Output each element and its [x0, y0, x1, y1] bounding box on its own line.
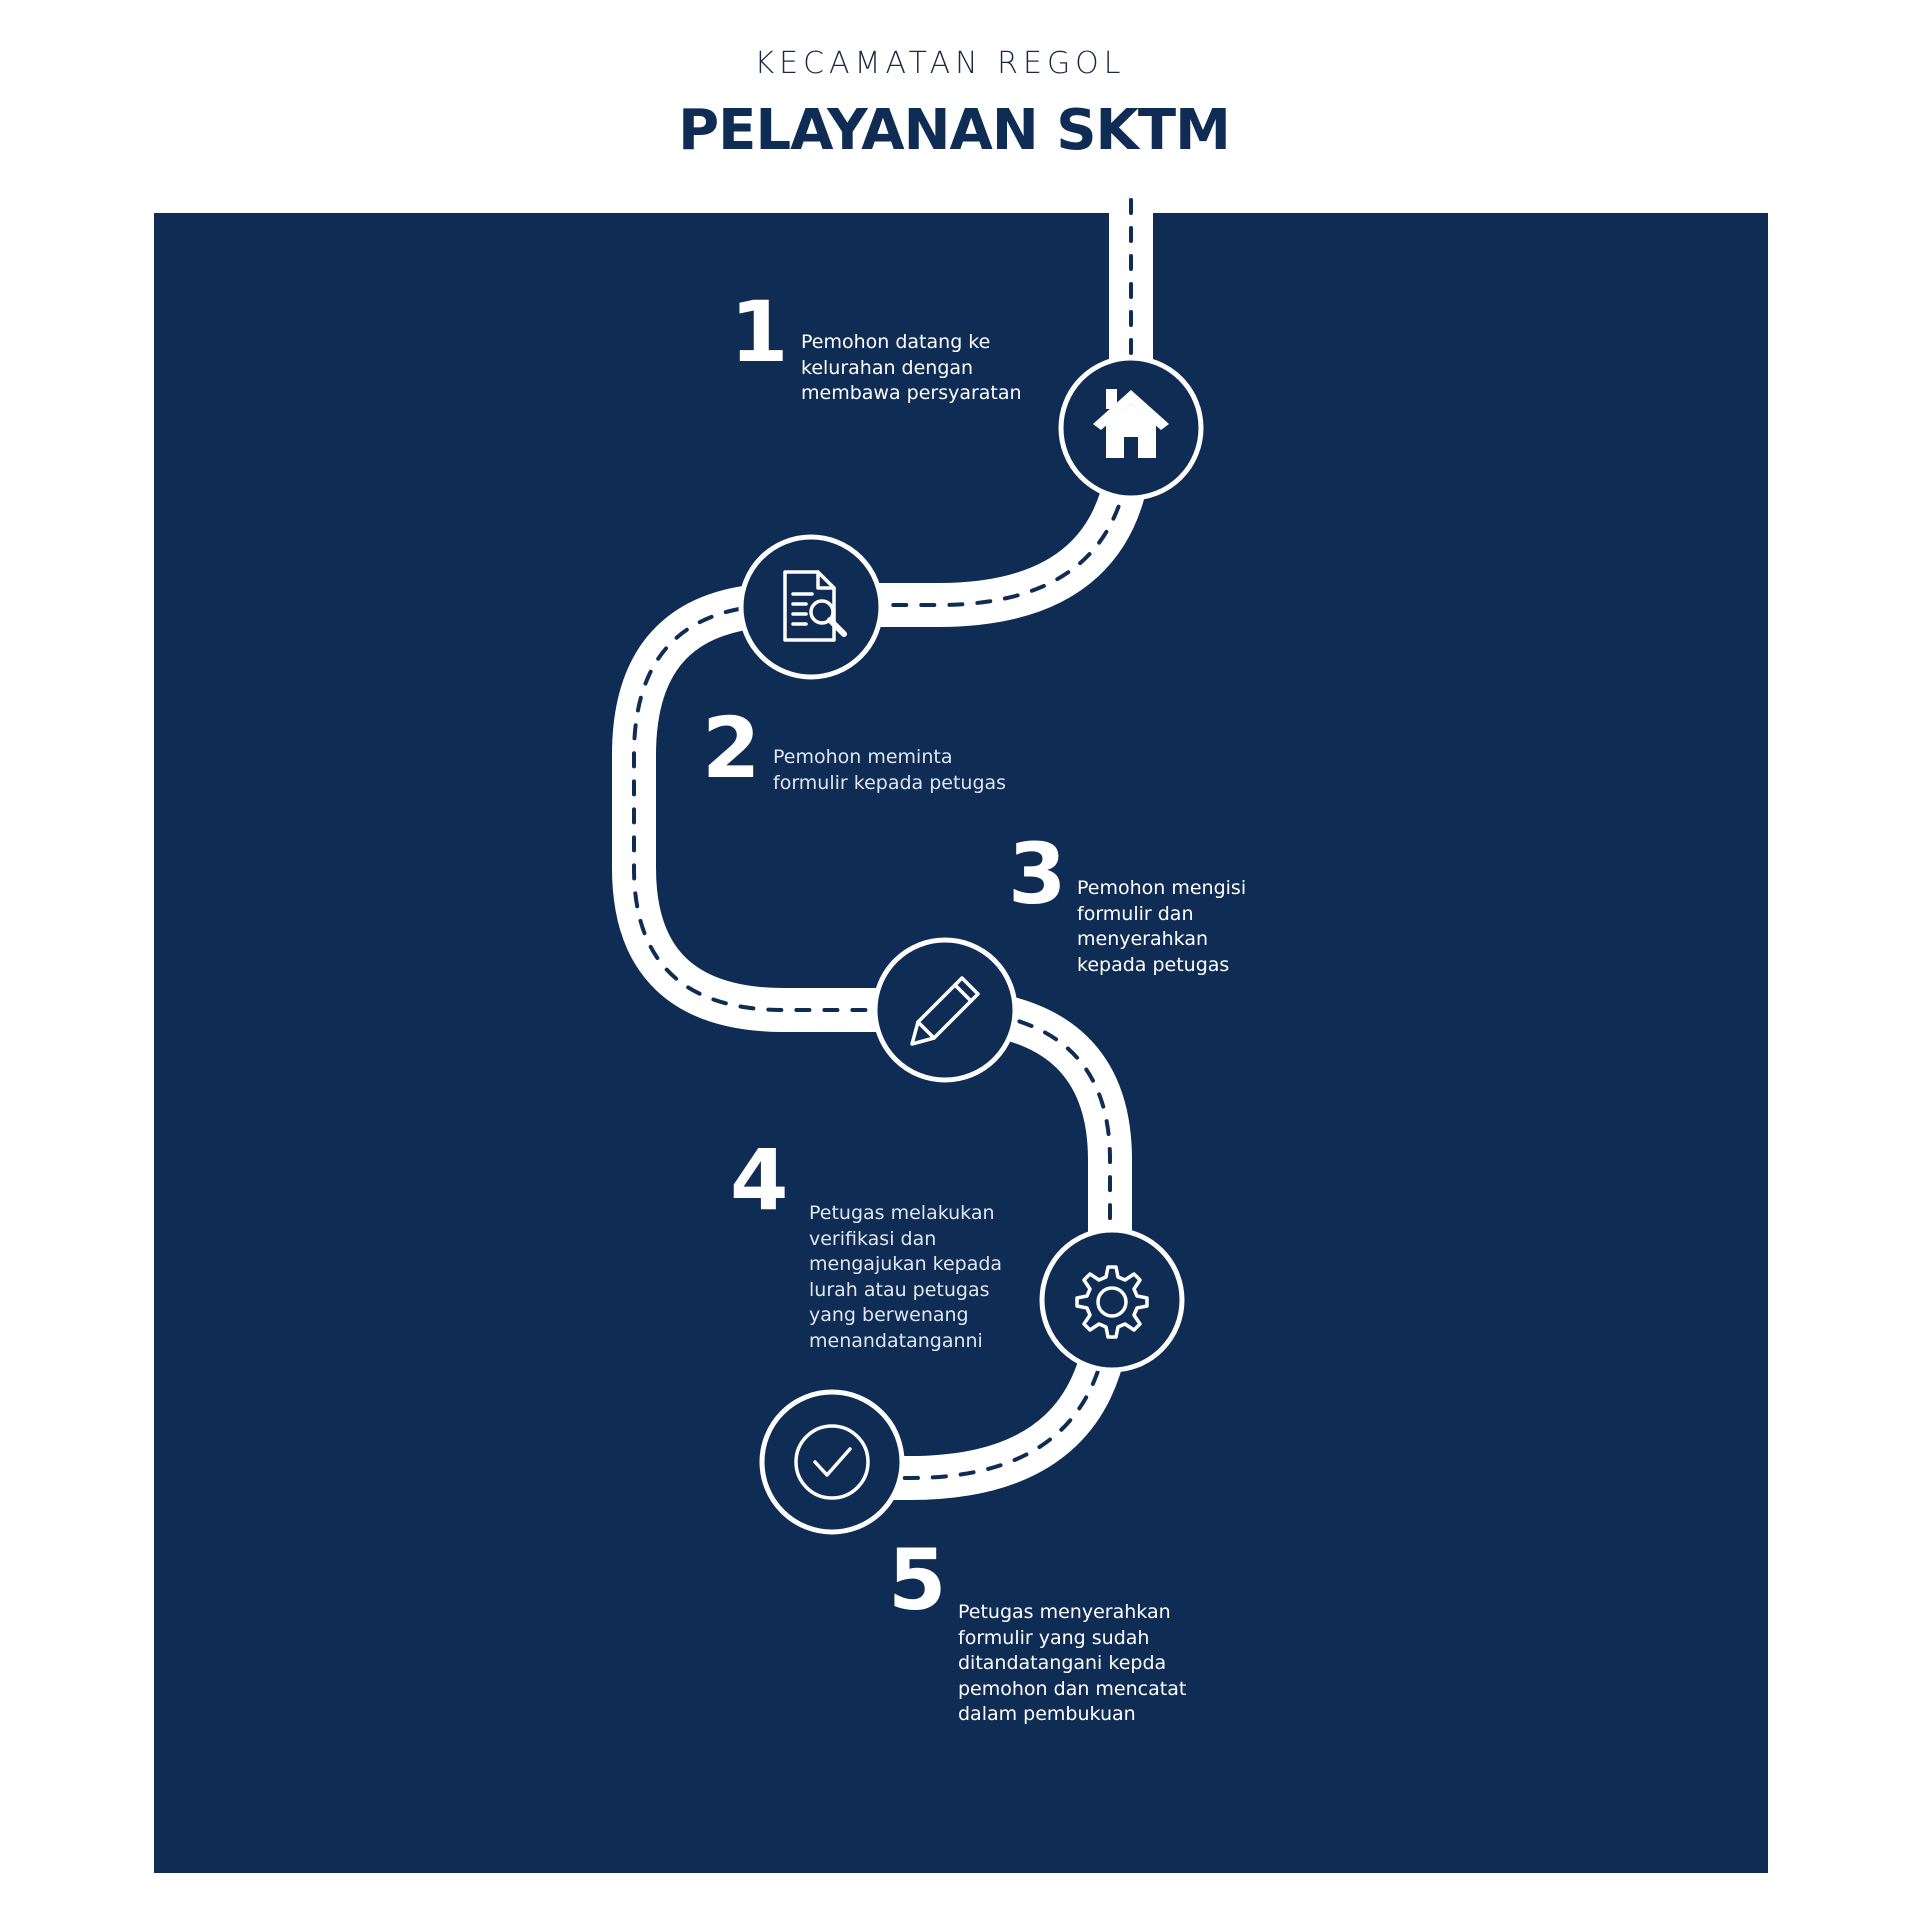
- step-1-description: Pemohon datang ke kelurahan dengan memba…: [801, 331, 1022, 404]
- step-4-node: [1039, 1227, 1185, 1373]
- step-3-number: 3: [1008, 825, 1067, 923]
- step-4-number: 4: [730, 1131, 789, 1229]
- check-circle-icon: [794, 1424, 870, 1500]
- step-2-description: Pemohon meminta formulir kepada petugas: [773, 746, 1007, 794]
- gear-icon: [1075, 1265, 1149, 1339]
- step-2-node: [738, 534, 884, 680]
- step-4-description: Petugas melakukan verifikasi dan mengaju…: [809, 1202, 1003, 1352]
- house-icon: [1093, 389, 1169, 458]
- step-5-node: [759, 1389, 905, 1535]
- step-1-number: 1: [730, 283, 789, 381]
- step-5-number: 5: [888, 1531, 947, 1629]
- document-search-icon: [783, 570, 847, 642]
- step-5-description: Petugas menyerahkan formulir yang sudah …: [958, 1601, 1187, 1725]
- pencil-icon: [910, 976, 980, 1046]
- step-3-node: [872, 937, 1018, 1083]
- step-2-number: 2: [702, 699, 761, 797]
- step-3-description: Pemohon mengisi formulir dan menyerahkan…: [1077, 877, 1247, 976]
- page-subtitle: KECAMATAN REGOL: [754, 46, 1126, 81]
- step-1-node: [1058, 355, 1204, 501]
- page-title: PELAYANAN SKTM: [678, 98, 1231, 163]
